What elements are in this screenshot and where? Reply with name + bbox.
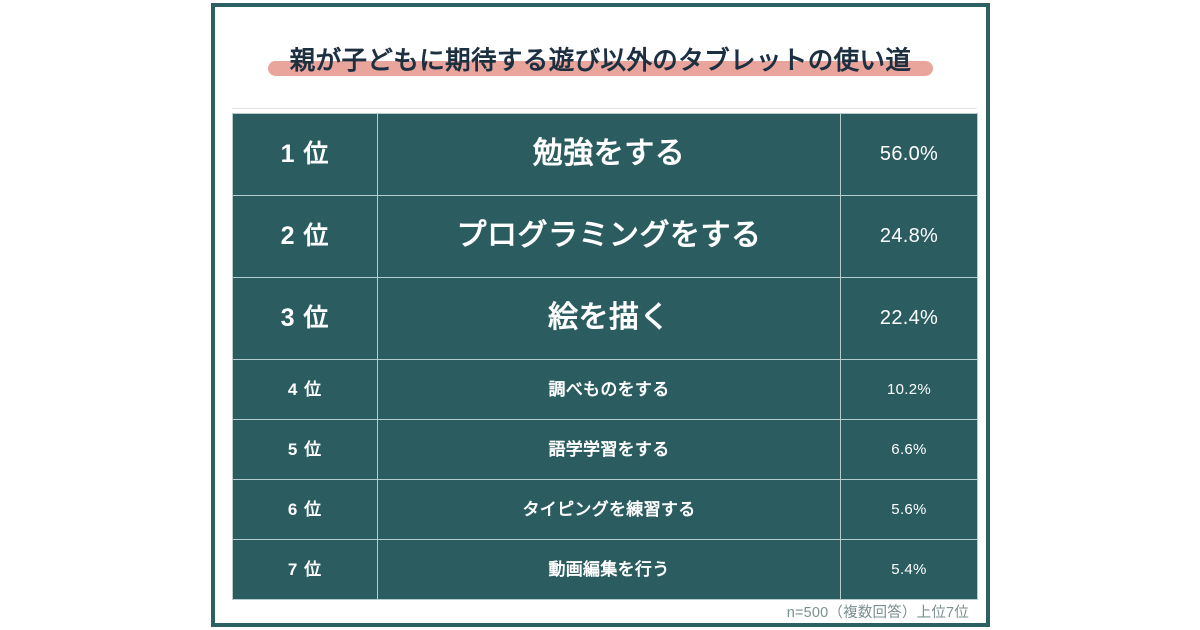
table-row: 6 位 タイピングを練習する 5.6% [232,479,978,540]
title-wrapper: 親が子どもに期待する遊び以外のタブレットの使い道 [267,47,934,76]
table-row: 3 位 絵を描く 22.4% [232,277,978,360]
usage-label-cell: 絵を描く [377,277,841,360]
usage-label-cell: 勉強をする [377,113,841,196]
rank-cell: 7 位 [232,539,378,600]
percentage-cell: 56.0% [840,113,978,196]
table-row: 5 位 語学学習をする 6.6% [232,419,978,480]
rank-cell: 6 位 [232,479,378,540]
percentage-cell: 24.8% [840,195,978,278]
infographic-canvas: 親が子どもに期待する遊び以外のタブレットの使い道 1 位 勉強をする 56.0%… [215,7,986,623]
table-row: 7 位 動画編集を行う 5.4% [232,539,978,600]
page-title: 親が子どもに期待する遊び以外のタブレットの使い道 [289,47,912,76]
percentage-cell: 6.6% [840,419,978,480]
usage-label-cell: プログラミングをする [377,195,841,278]
usage-label-cell: 語学学習をする [377,419,841,480]
percentage-cell: 5.4% [840,539,978,600]
table-row: 2 位 プログラミングをする 24.8% [232,195,978,278]
percentage-cell: 5.6% [840,479,978,540]
title-highlight-bar [267,60,934,76]
rank-cell: 2 位 [232,195,378,278]
rank-cell: 5 位 [232,419,378,480]
usage-label-cell: タイピングを練習する [377,479,841,540]
usage-label-cell: 動画編集を行う [377,539,841,600]
percentage-cell: 22.4% [840,277,978,360]
rank-cell: 3 位 [232,277,378,360]
percentage-cell: 10.2% [840,359,978,420]
infographic-frame: 親が子どもに期待する遊び以外のタブレットの使い道 1 位 勉強をする 56.0%… [211,3,990,627]
rank-cell: 4 位 [232,359,378,420]
ranking-table: 1 位 勉強をする 56.0% 2 位 プログラミングをする 24.8% 3 位… [232,113,978,600]
table-top-divider [232,108,977,109]
survey-footnote: n=500（複数回答）上位7位 [786,605,969,621]
table-row: 1 位 勉強をする 56.0% [232,113,978,196]
rank-cell: 1 位 [232,113,378,196]
usage-label-cell: 調べものをする [377,359,841,420]
title-block: 親が子どもに期待する遊び以外のタブレットの使い道 [215,34,986,90]
table-row: 4 位 調べものをする 10.2% [232,359,978,420]
